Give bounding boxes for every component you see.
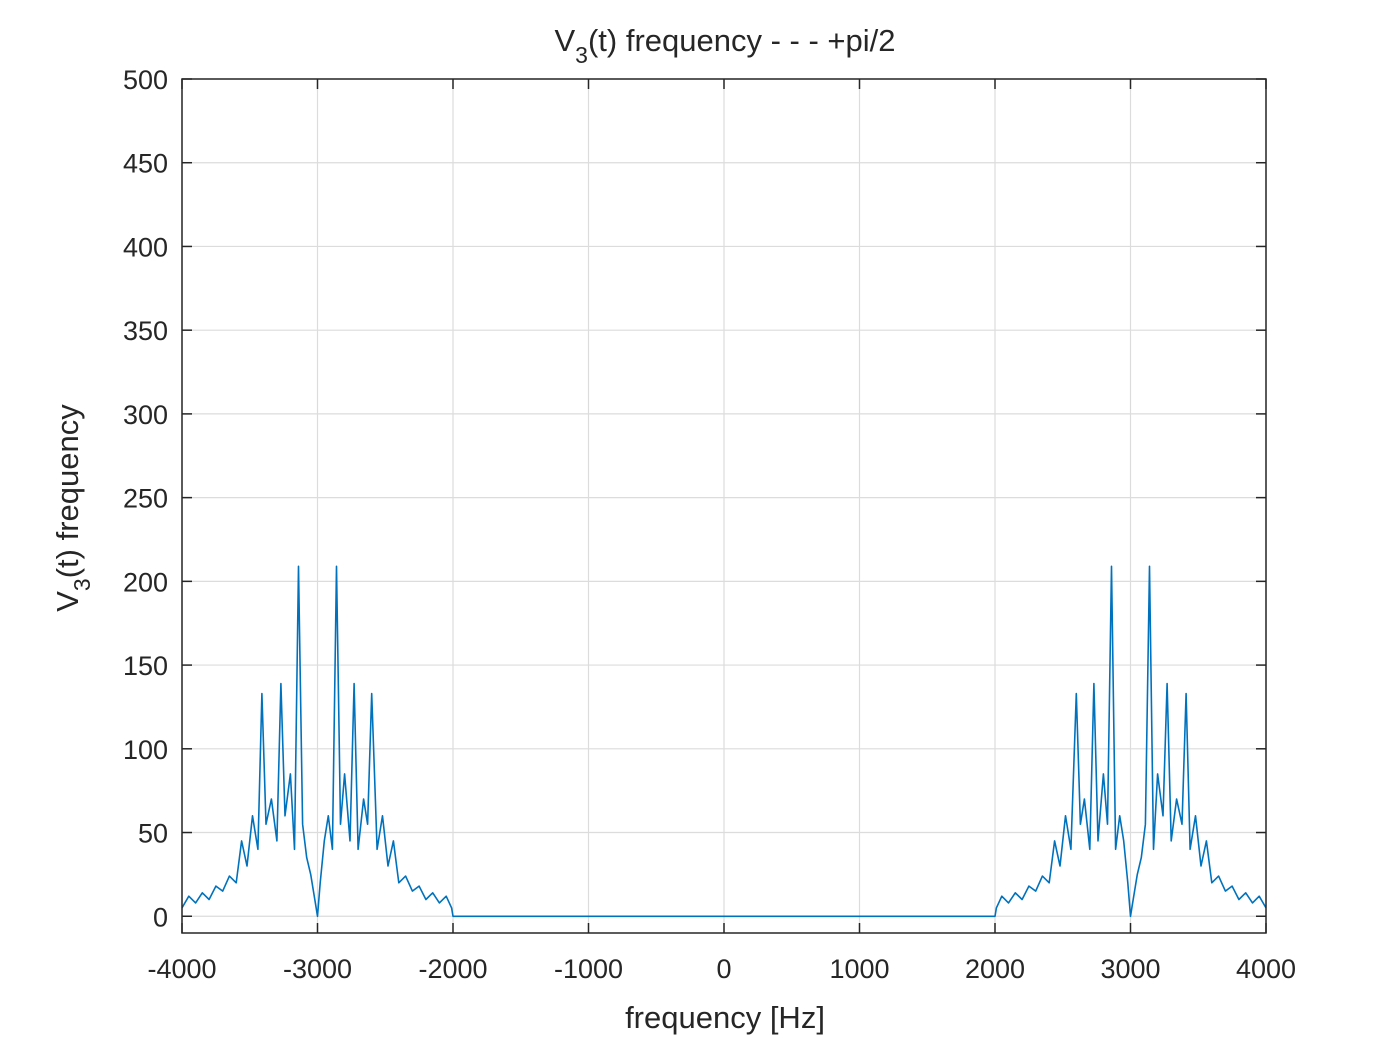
chart-title-rest: (t) frequency - - - +pi/2 bbox=[588, 23, 896, 58]
series-layer bbox=[181, 565, 1267, 918]
ticks: -4000 -3000 -2000 -1000 0 1000 2000 3000 4000 0 50… bbox=[123, 65, 1296, 984]
y-tick-label: 150 bbox=[123, 651, 168, 681]
y-tick-label: 400 bbox=[123, 232, 168, 262]
x-tick-label: -3000 bbox=[283, 954, 352, 984]
y-tick-label: 50 bbox=[138, 819, 168, 849]
y-axis-title: V3(t) frequency bbox=[50, 404, 95, 612]
chart-title: V3(t) frequency - - - +pi/2 bbox=[554, 23, 895, 68]
x-tick-label: 4000 bbox=[1236, 954, 1296, 984]
chart-title-subscript: 3 bbox=[575, 42, 588, 68]
grid bbox=[181, 78, 1267, 933]
y-axis-title-subscript: 3 bbox=[69, 578, 95, 591]
y-tick-label: 300 bbox=[123, 400, 168, 430]
x-tick-label: 1000 bbox=[829, 954, 889, 984]
x-tick-label: 3000 bbox=[1100, 954, 1160, 984]
x-tick-label: -2000 bbox=[418, 954, 487, 984]
y-tick-label: 450 bbox=[123, 149, 168, 179]
y-tick-label: 500 bbox=[123, 65, 168, 95]
x-tick-label: -4000 bbox=[147, 954, 216, 984]
series-line bbox=[181, 565, 1267, 918]
y-tick-label: 350 bbox=[123, 316, 168, 346]
y-tick-label: 250 bbox=[123, 484, 168, 514]
x-tick-label: 0 bbox=[716, 954, 731, 984]
y-tick-label: 100 bbox=[123, 735, 168, 765]
chart-title-main: V bbox=[554, 23, 575, 58]
x-tick-label: -1000 bbox=[554, 954, 623, 984]
y-tick-label: 0 bbox=[153, 902, 168, 932]
y-axis-title-rest: (t) frequency bbox=[50, 404, 85, 579]
y-tick-label: 200 bbox=[123, 567, 168, 597]
x-axis-title: frequency [Hz] bbox=[625, 1000, 825, 1035]
y-axis-title-main: V bbox=[50, 591, 85, 612]
x-tick-label: 2000 bbox=[965, 954, 1025, 984]
